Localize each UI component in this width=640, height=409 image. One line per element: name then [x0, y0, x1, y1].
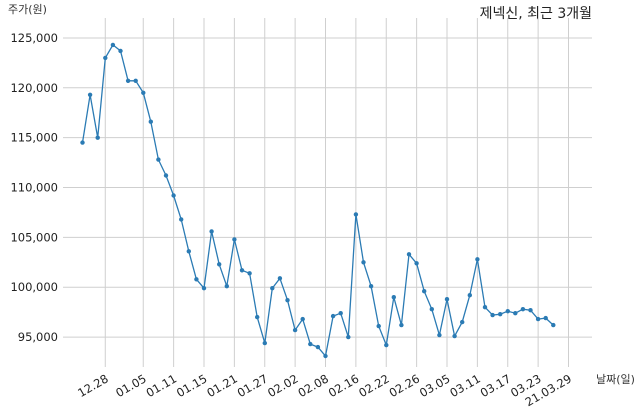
x-tick-label: 03.05 — [417, 371, 453, 400]
data-point — [437, 332, 442, 338]
x-tick-label: 02.08 — [295, 371, 331, 400]
data-point — [148, 119, 153, 124]
data-point — [505, 309, 510, 314]
y-tick-label: 115,000 — [10, 131, 58, 145]
data-point — [406, 252, 412, 257]
data-point — [346, 334, 351, 340]
data-point — [125, 78, 131, 84]
data-point — [201, 286, 207, 291]
x-tick-label: 01.21 — [204, 371, 240, 400]
x-tick-label: 03.11 — [447, 371, 483, 400]
data-point — [217, 262, 222, 267]
data-point — [156, 157, 161, 162]
data-point — [95, 135, 100, 140]
data-point — [239, 268, 245, 273]
data-point — [422, 289, 427, 294]
y-tick-label: 95,000 — [18, 330, 58, 344]
data-point — [330, 313, 336, 319]
data-point — [315, 344, 321, 350]
data-point — [368, 284, 374, 289]
data-point — [535, 316, 541, 322]
data-point — [110, 42, 116, 48]
data-point — [133, 78, 138, 84]
data-point — [475, 257, 480, 262]
y-tick-label: 105,000 — [10, 230, 58, 244]
data-point — [551, 322, 556, 328]
data-point — [361, 260, 366, 265]
price-series-line — [81, 43, 554, 358]
data-point — [460, 319, 465, 325]
data-point — [171, 193, 176, 198]
y-axis-ticks: 95,000 100,000 105,000 110,000 115,000 120,00… — [10, 31, 58, 344]
data-point — [482, 305, 488, 310]
x-tick-label: 01.15 — [174, 371, 210, 400]
data-point — [80, 140, 85, 145]
grid-lines — [63, 18, 592, 367]
x-axis-ticks: 12.28 01.0501.1101.1501.2101.2702.0202.08… — [75, 371, 574, 409]
data-point — [520, 307, 526, 312]
data-point — [353, 212, 359, 217]
data-point — [323, 353, 328, 359]
data-point — [467, 293, 472, 298]
x-tick-label: 01.05 — [113, 371, 149, 400]
data-point — [429, 307, 434, 312]
data-point — [376, 323, 381, 329]
y-tick-label: 110,000 — [10, 181, 58, 195]
data-point — [391, 295, 396, 300]
data-point — [300, 316, 305, 322]
data-point — [490, 312, 495, 318]
data-point — [232, 237, 237, 242]
data-point — [270, 286, 275, 291]
data-point — [186, 249, 191, 254]
data-point — [179, 217, 184, 222]
data-point — [247, 271, 252, 276]
data-point — [444, 297, 450, 302]
chart-title: 제넥신, 최근 3개월 — [480, 6, 592, 22]
data-point — [399, 322, 404, 328]
data-point — [277, 276, 283, 281]
data-point — [194, 277, 199, 282]
y-tick-label: 125,000 — [10, 31, 58, 45]
data-point — [543, 315, 548, 321]
data-point — [118, 48, 123, 54]
x-tick-label: 01.27 — [235, 371, 271, 400]
data-point — [384, 342, 389, 348]
data-point — [452, 333, 457, 339]
x-tick-label: 12.28 — [75, 371, 111, 400]
plot-area — [80, 42, 556, 359]
data-point — [163, 173, 169, 178]
data-point — [513, 311, 518, 316]
data-point — [87, 92, 93, 98]
data-point — [103, 55, 108, 61]
data-point — [292, 327, 298, 333]
x-axis-title: 날짜(일) — [596, 372, 635, 386]
data-point — [141, 90, 146, 96]
data-point — [338, 311, 343, 316]
x-tick-label: 02.16 — [326, 371, 362, 400]
x-tick-label: 03.17 — [478, 371, 514, 400]
data-point — [498, 312, 503, 317]
y-tick-label: 100,000 — [10, 280, 58, 294]
y-axis-title: 주가(원) — [8, 3, 47, 16]
x-tick-label: 01.11 — [144, 371, 180, 400]
data-point — [262, 340, 267, 346]
data-point — [224, 284, 229, 289]
x-tick-label: 02.22 — [356, 371, 392, 400]
x-tick-label: 02.26 — [387, 371, 423, 400]
data-point — [308, 341, 313, 347]
y-tick-label: 120,000 — [10, 81, 58, 95]
x-tick-label: 02.02 — [265, 371, 301, 400]
data-point — [255, 314, 260, 320]
data-point — [528, 308, 533, 313]
data-point — [209, 229, 214, 234]
data-point — [285, 298, 290, 303]
data-point — [414, 261, 419, 266]
